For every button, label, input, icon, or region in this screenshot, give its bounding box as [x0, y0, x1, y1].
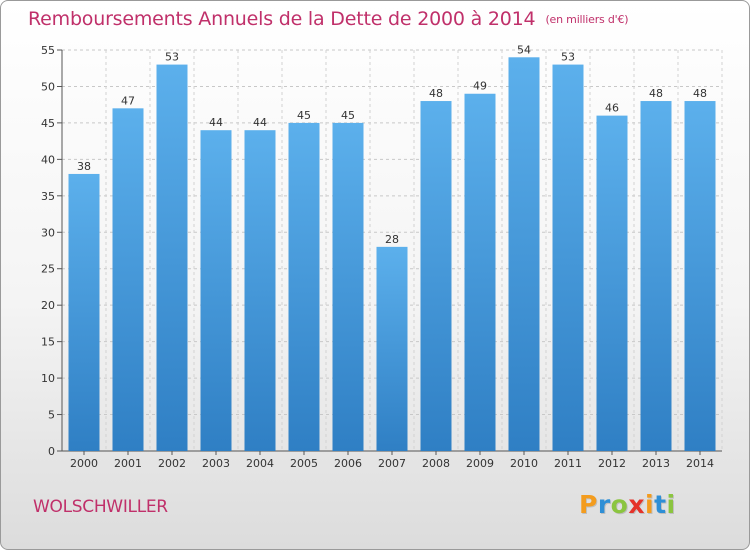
bar [200, 130, 232, 451]
bar-value-label: 49 [473, 80, 487, 93]
x-tick-label: 2003 [202, 457, 230, 470]
x-tick-label: 2013 [642, 457, 670, 470]
y-tick-label: 35 [41, 190, 55, 203]
x-tick-label: 2009 [466, 457, 494, 470]
bar-value-label: 46 [605, 102, 619, 115]
bar-value-label: 53 [561, 51, 575, 64]
bar [684, 101, 716, 451]
bar-value-label: 53 [165, 51, 179, 64]
y-tick-label: 50 [41, 80, 55, 93]
bar [332, 122, 364, 451]
bar [552, 64, 584, 451]
bar-value-label: 44 [253, 116, 267, 129]
x-tick-label: 2014 [686, 457, 714, 470]
y-tick-label: 0 [48, 445, 55, 458]
bar [68, 173, 100, 452]
bar-value-label: 45 [341, 109, 355, 122]
bar [112, 108, 144, 451]
x-tick-label: 2004 [246, 457, 274, 470]
chart-title: Remboursements Annuels de la Dette de 20… [28, 8, 629, 30]
y-tick-label: 45 [41, 117, 55, 130]
x-tick-label: 2006 [334, 457, 362, 470]
logo-letter: t [654, 490, 667, 519]
bar-value-label: 48 [649, 87, 663, 100]
bar [156, 64, 188, 451]
bar-value-label: 45 [297, 109, 311, 122]
bar [420, 101, 452, 451]
bar-value-label: 28 [385, 233, 399, 246]
x-tick-label: 2010 [510, 457, 538, 470]
bar-value-label: 44 [209, 116, 223, 129]
bars [68, 57, 716, 452]
x-tick-label: 2001 [114, 457, 142, 470]
y-tick-label: 25 [41, 263, 55, 276]
bar [640, 101, 672, 451]
bar-value-label: 48 [429, 87, 443, 100]
logo-letter: P [579, 490, 598, 519]
y-tick-label: 10 [41, 372, 55, 385]
logo-letter: i [645, 490, 655, 519]
bar [244, 130, 276, 451]
x-tick-label: 2012 [598, 457, 626, 470]
bar-value-label: 48 [693, 87, 707, 100]
bar-value-label: 47 [121, 94, 135, 107]
logo-letter: r [597, 490, 611, 519]
bar-value-label: 54 [517, 43, 531, 56]
x-tick-label: 2008 [422, 457, 450, 470]
chart-title-text: Remboursements Annuels de la Dette de 20… [28, 8, 536, 30]
commune-name: WOLSCHWILLER [33, 497, 168, 517]
x-tick-label: 2007 [378, 457, 406, 470]
bar-value-label: 38 [77, 160, 91, 173]
bar [288, 122, 320, 451]
x-tick-label: 2011 [554, 457, 582, 470]
labels: 0 5 10 15 20 25 30 35 40 45 50 55 38 2000 47 2001 53 2002… [41, 43, 714, 470]
bar [596, 115, 628, 452]
logo-letter: x [628, 490, 645, 519]
x-tick-label: 2005 [290, 457, 318, 470]
y-tick-label: 15 [41, 336, 55, 349]
proxiti-logo: Proxiti [579, 490, 676, 519]
x-tick-label: 2002 [158, 457, 186, 470]
x-tick-label: 2000 [70, 457, 98, 470]
y-tick-label: 40 [41, 153, 55, 166]
y-tick-label: 30 [41, 226, 55, 239]
logo-letter: o [610, 490, 629, 519]
bar [376, 246, 408, 451]
logo-letter: i [666, 490, 676, 519]
y-tick-label: 55 [41, 44, 55, 57]
y-tick-label: 20 [41, 299, 55, 312]
chart-unit-label: (en milliers d'€) [545, 13, 629, 26]
y-tick-label: 5 [48, 409, 55, 422]
bar [508, 57, 540, 452]
bar [464, 93, 496, 451]
